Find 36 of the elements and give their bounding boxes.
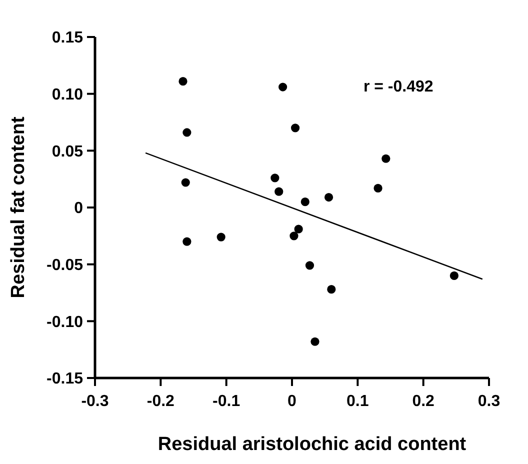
y-tick-label: 0.10 bbox=[52, 86, 84, 104]
y-tick-label: 0.05 bbox=[52, 143, 84, 160]
point bbox=[182, 237, 192, 246]
point bbox=[300, 198, 310, 206]
point bbox=[274, 187, 284, 196]
x-axis-title: Residual aristolochic acid content bbox=[158, 434, 467, 455]
point bbox=[290, 232, 298, 240]
y-axis-title: Residual fat content bbox=[8, 116, 29, 298]
y-tick-label: -0.15 bbox=[46, 370, 84, 388]
x-tick-label: -0.2 bbox=[146, 393, 175, 410]
point bbox=[310, 337, 320, 346]
x-tick-label: -0.3 bbox=[81, 393, 109, 410]
x-tick-label: 0.2 bbox=[412, 393, 435, 410]
x-tick-label: -0.1 bbox=[212, 393, 240, 410]
point bbox=[305, 261, 314, 270]
x-tick-label: 0 bbox=[288, 393, 297, 410]
point bbox=[294, 224, 303, 234]
point bbox=[450, 271, 458, 280]
point bbox=[278, 82, 288, 92]
point bbox=[216, 232, 226, 242]
y-tick-label: 0.15 bbox=[52, 30, 84, 47]
point bbox=[178, 77, 188, 86]
point bbox=[181, 178, 190, 187]
point bbox=[374, 184, 382, 192]
point bbox=[327, 285, 336, 294]
x-tick-label: 0.1 bbox=[346, 393, 369, 410]
y-tick-label: -0.10 bbox=[46, 314, 84, 331]
point bbox=[270, 174, 280, 182]
x-tick-label: 0.3 bbox=[478, 393, 500, 410]
annotation: r = -0.492 bbox=[363, 78, 434, 96]
y-tick-label: 0 bbox=[74, 200, 84, 218]
point bbox=[324, 192, 334, 202]
y-tick-label: -0.05 bbox=[46, 256, 84, 274]
point bbox=[382, 154, 390, 163]
point bbox=[182, 128, 192, 137]
point bbox=[290, 124, 300, 132]
